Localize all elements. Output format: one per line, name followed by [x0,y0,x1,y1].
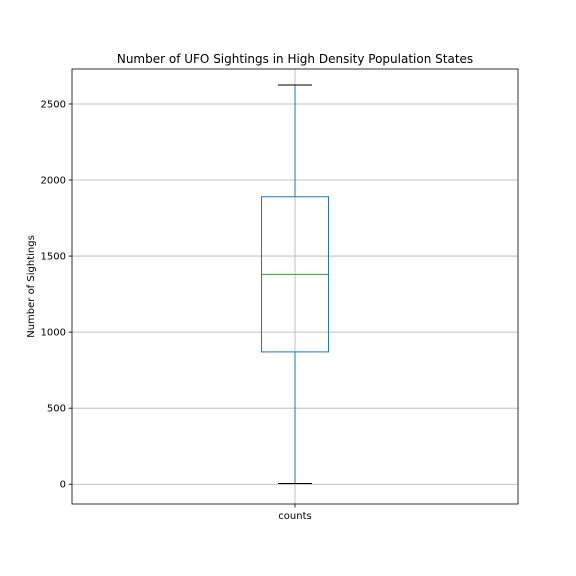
x-axis-ticks: counts [278,504,312,522]
box-group [261,84,329,484]
y-tick-label: 1500 [41,252,66,263]
y-tick-label: 2500 [41,99,66,110]
y-tick-label: 2000 [41,176,66,187]
plot-frame [71,68,519,505]
y-axis-ticks: 0 500 1000 1500 2000 2500 [41,99,72,491]
chart-title: Number of UFO Sightings in High Density … [117,52,473,66]
y-tick-label: 1000 [41,328,66,339]
y-tick-label: 500 [47,404,66,415]
x-tick-label: counts [278,511,311,522]
y-axis-label: Number of Sightings [26,235,37,338]
y-tick-label: 0 [60,480,66,491]
